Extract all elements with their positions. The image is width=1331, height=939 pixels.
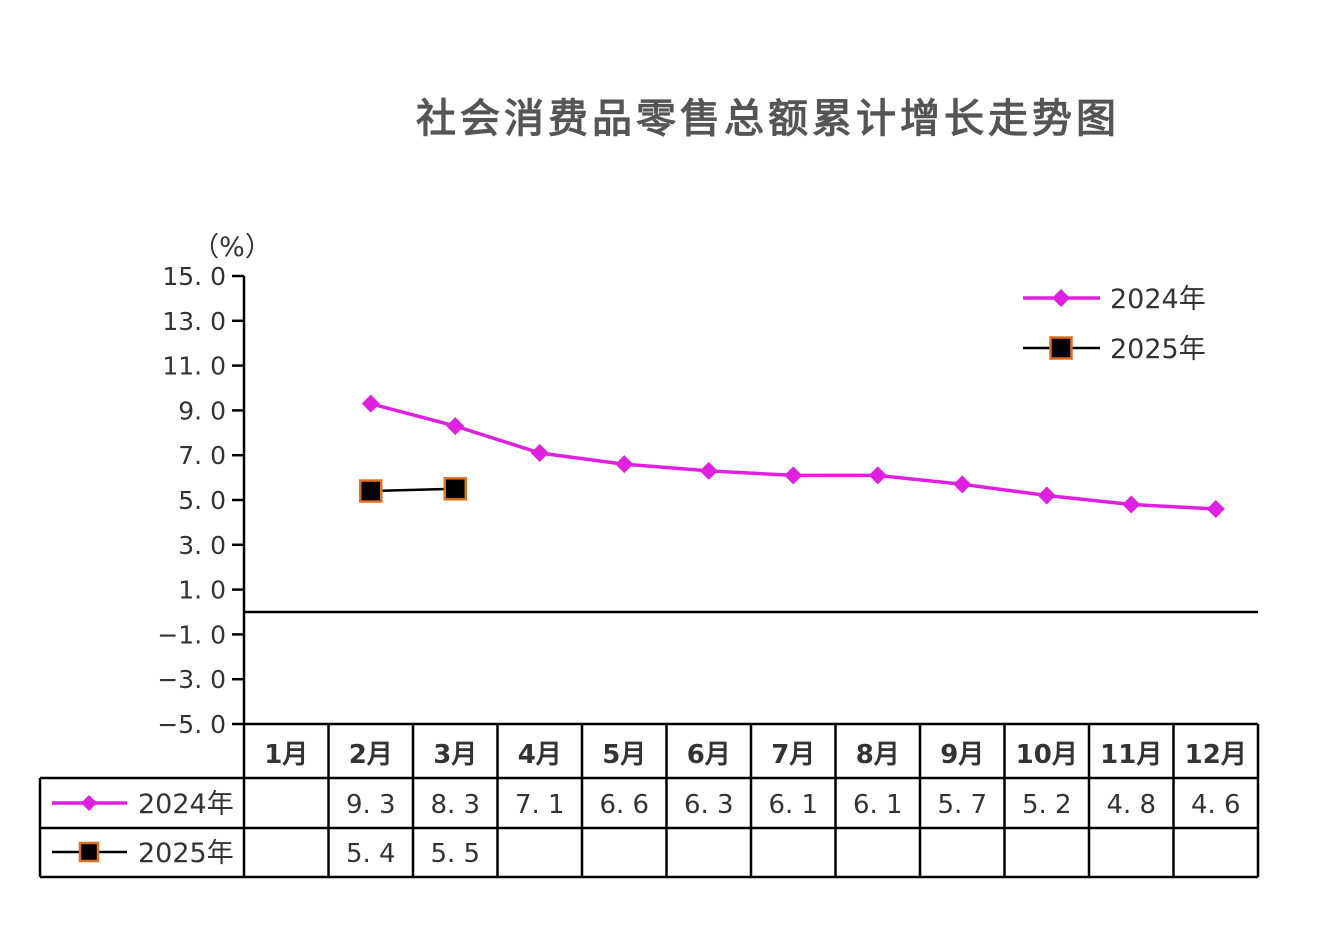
- x-tick-label: 3月: [433, 740, 477, 770]
- x-tick-label: 12月: [1185, 740, 1247, 770]
- table-cell-value: 8. 3: [430, 790, 480, 820]
- y-axis-unit-label: （%）: [192, 232, 272, 263]
- x-tick-label: 6月: [687, 740, 731, 770]
- data-point-marker: [1122, 495, 1141, 514]
- y-tick-label: 11. 0: [162, 352, 226, 381]
- y-tick-label: 7. 0: [178, 441, 226, 470]
- data-point-marker: [359, 479, 383, 503]
- x-tick-label: 8月: [856, 740, 900, 770]
- legend-label: 2025年: [1110, 334, 1206, 365]
- x-tick-label: 10月: [1016, 740, 1078, 770]
- data-table: 1月 2月 3月 4月 5月 6月 7月 8月 9月 10月 11月 12月 2024年 9. 3 8. 3…: [38, 722, 1260, 879]
- table-row-label: 2024年: [138, 789, 234, 820]
- table-cell-value: 4. 8: [1106, 790, 1156, 820]
- y-tick-label: 5. 0: [178, 486, 226, 515]
- legend-swatch-marker: [1052, 289, 1070, 307]
- y-tick-label: 3. 0: [178, 531, 226, 560]
- y-tick-label: −5. 0: [157, 710, 226, 739]
- legend-label: 2024年: [1110, 284, 1206, 315]
- x-tick-label: 2月: [349, 740, 393, 770]
- data-point-marker: [868, 466, 887, 485]
- table-cell-value: 5. 4: [346, 839, 396, 869]
- series-line: [370, 402, 1216, 511]
- table-cell-value: 5. 5: [430, 839, 480, 869]
- table-row-label: 2025年: [138, 838, 234, 869]
- table-cell-value: 6. 3: [684, 790, 734, 820]
- data-point-marker: [361, 394, 380, 413]
- chart-title: 社会消费品零售总额累计增长走势图: [416, 96, 1120, 142]
- y-tick-label: 9. 0: [178, 396, 226, 425]
- data-point-marker: [443, 477, 467, 501]
- y-tick-label: −3. 0: [157, 665, 226, 694]
- data-point-marker: [953, 475, 972, 494]
- x-tick-label: 1月: [264, 740, 308, 770]
- table-cell-value: 6. 1: [768, 790, 818, 820]
- data-point-marker: [446, 417, 465, 436]
- data-point-marker: [530, 443, 549, 462]
- x-tick-label: 4月: [518, 740, 562, 770]
- x-tick-label: 9月: [940, 740, 984, 770]
- legend: 2024年 2025年: [1023, 284, 1206, 365]
- table-row-swatch-marker: [81, 795, 97, 811]
- x-tick-label: 5月: [602, 740, 646, 770]
- data-point-marker: [1206, 499, 1225, 518]
- data-point-marker: [1037, 486, 1056, 505]
- table-cell-value: 6. 1: [853, 790, 903, 820]
- y-tick-label: 13. 0: [162, 307, 226, 336]
- table-cell-value: 9. 3: [346, 790, 396, 820]
- table-cell-value: 4. 6: [1191, 790, 1241, 820]
- data-point-marker: [784, 466, 803, 485]
- table-cell-value: 6. 6: [599, 790, 649, 820]
- legend-swatch-marker: [1049, 336, 1073, 360]
- y-tick-label: 15. 0: [162, 262, 226, 291]
- table-cell-value: 5. 7: [937, 790, 987, 820]
- table-cell-value: 7. 1: [515, 790, 565, 820]
- x-tick-label: 7月: [771, 740, 815, 770]
- y-tick-label: −1. 0: [157, 620, 226, 649]
- y-tick-label: 1. 0: [178, 576, 226, 605]
- x-tick-label: 11月: [1100, 740, 1162, 770]
- table-cell-value: 5. 2: [1022, 790, 1072, 820]
- series-layer: [359, 394, 1225, 518]
- axes-group: 15. 0 13. 0 11. 0 9. 0 7. 0 5. 0 3. 0 1. 0 −1. 0…: [157, 262, 1258, 739]
- data-point-marker: [615, 455, 634, 474]
- series-line: [370, 487, 456, 493]
- data-point-marker: [699, 461, 718, 480]
- table-row-swatch-marker: [78, 841, 100, 863]
